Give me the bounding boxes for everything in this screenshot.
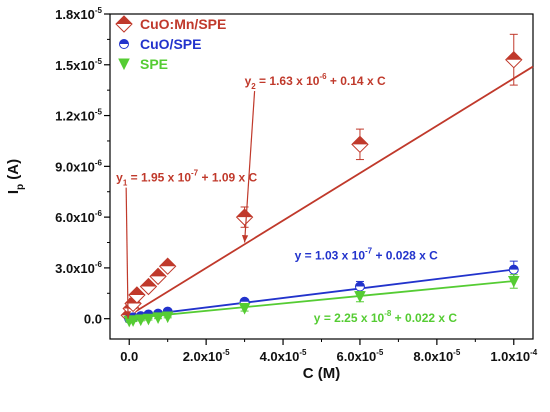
- point-series-1-3-fill: [143, 309, 153, 315]
- y-axis-title: Ip (A): [5, 159, 26, 194]
- y-tick-label-5: 1.5x10-5: [55, 57, 102, 73]
- x-tick-label-4: 8.0x10-5: [413, 348, 460, 364]
- point-series-0-4-fill: [140, 278, 157, 287]
- y-tick-label-4: 1.2x10-5: [55, 108, 102, 124]
- legend-marker-0-fill: [116, 16, 132, 24]
- point-series-2-3: [142, 313, 155, 326]
- point-series-2-3-fill: [142, 313, 155, 326]
- legend-label-2: SPE: [140, 56, 168, 72]
- point-series-2-1: [127, 315, 139, 327]
- x-tick-label-2: 4.0x10-5: [260, 348, 307, 364]
- point-series-2-6-fill: [238, 303, 251, 315]
- point-series-2-5: [161, 311, 174, 324]
- point-series-1-6-fill: [240, 297, 250, 302]
- legend-marker-1: [119, 39, 129, 49]
- y-tick-label-0: 0.0: [84, 312, 102, 327]
- point-series-1-7: [354, 281, 365, 292]
- legend-marker-2: [118, 58, 130, 71]
- legend-label-1: CuO/SPE: [140, 36, 201, 52]
- point-series-0-6-fill: [159, 258, 176, 267]
- point-series-0-8: [351, 135, 369, 154]
- point-series-2-7-fill: [354, 291, 366, 303]
- point-series-0-6: [158, 257, 177, 275]
- fit-line-series-2: [129, 280, 514, 320]
- equation-label-3: y = 2.25 x 10-8 + 0.022 x C: [314, 309, 458, 325]
- x-tick-label-0: 0.0: [120, 349, 138, 364]
- y-tick-label-3: 9.0x10-6: [55, 158, 102, 174]
- point-series-0-3-fill: [128, 286, 145, 295]
- x-tick-label-1: 2.0x10-5: [183, 348, 230, 364]
- point-series-2-8: [507, 275, 520, 288]
- point-series-0-9-fill: [505, 51, 522, 60]
- legend-marker-0: [115, 15, 133, 33]
- legend-marker-1-fill: [119, 39, 129, 44]
- annotation-arrowhead-0: [241, 234, 249, 243]
- point-series-0-5: [149, 267, 167, 286]
- fit-line-series-1: [129, 268, 514, 318]
- x-tick-label-3: 6.0x10-5: [337, 348, 384, 364]
- point-series-2-5-fill: [161, 311, 174, 324]
- point-series-1-7-fill: [355, 282, 365, 287]
- legend-marker-2-fill: [118, 58, 130, 71]
- x-axis-title: C (M): [303, 365, 341, 382]
- annotation-arrow-1: [125, 187, 129, 319]
- point-series-2-1-fill: [127, 315, 139, 327]
- point-series-0-8-fill: [351, 136, 368, 145]
- point-series-0-7-fill: [236, 209, 253, 218]
- legend-label-0: CuO:Mn/SPE: [140, 16, 226, 32]
- point-series-0-4: [139, 277, 158, 296]
- point-series-0-5-fill: [150, 268, 167, 277]
- point-series-1-8: [508, 264, 519, 275]
- equation-label-1: y1 = 1.95 x 10-7 + 1.09 x C: [116, 169, 257, 188]
- point-series-2-7: [354, 291, 366, 303]
- point-series-0-9: [505, 50, 523, 69]
- point-series-1-8-fill: [509, 265, 519, 270]
- annotation-arrow-0: [243, 91, 256, 243]
- x-tick-label-5: 1.0x10-4: [490, 348, 537, 364]
- point-series-2-4-fill: [152, 312, 164, 324]
- point-series-2-2-fill: [134, 314, 147, 327]
- y-tick-label-6: 1.8x10-5: [55, 6, 102, 22]
- y-tick-label-1: 3.0x10-6: [55, 260, 102, 276]
- point-series-2-4: [152, 312, 164, 324]
- point-series-2-8-fill: [507, 275, 520, 288]
- y-tick-label-2: 6.0x10-6: [55, 209, 102, 225]
- point-series-0-7: [235, 208, 254, 226]
- fit-line-series-0: [128, 65, 534, 317]
- annotation-arrowhead-1: [124, 311, 132, 319]
- equation-label-2: y = 1.03 x 10-7 + 0.028 x C: [295, 246, 439, 262]
- point-series-1-5-fill: [163, 307, 173, 312]
- point-series-2-2: [134, 314, 147, 327]
- equation-label-0: y2 = 1.63 x 10-6 + 0.14 x C: [245, 72, 386, 91]
- point-series-0-3: [128, 286, 146, 304]
- point-series-2-6: [238, 303, 251, 315]
